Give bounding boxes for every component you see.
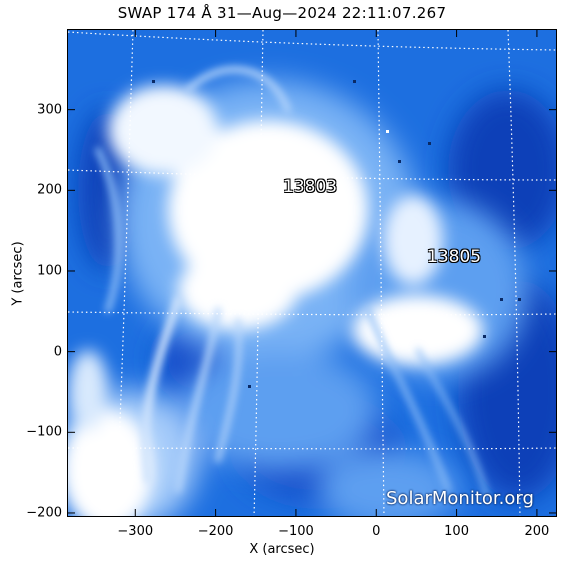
y-tick-label: −100 xyxy=(26,424,62,440)
x-tick-label: −300 xyxy=(117,524,154,539)
x-tick-label: −100 xyxy=(278,524,314,539)
active-region-label-13805: 13805 xyxy=(427,247,482,267)
y-tick-label: 0 xyxy=(53,344,62,360)
heliographic-grid xyxy=(68,30,556,516)
euv-image xyxy=(68,30,556,516)
y-tick-label: −200 xyxy=(26,505,62,521)
y-tick-label: 300 xyxy=(37,102,62,118)
y-axis-label: Y (arcsec) xyxy=(10,241,26,306)
x-tick-label: 0 xyxy=(372,524,381,539)
active-region-label-13803: 13803 xyxy=(283,177,338,197)
bright-emission xyxy=(68,85,483,516)
x-tick-label: −200 xyxy=(197,524,234,539)
x-tick-label: 100 xyxy=(444,524,469,539)
x-tick-label: 200 xyxy=(524,524,550,539)
y-tick-label: 100 xyxy=(37,263,62,279)
y-tick-label: 200 xyxy=(37,182,62,198)
coronal-loops xyxy=(95,66,490,502)
x-axis-label: X (arcsec) xyxy=(249,542,315,557)
pixel-noise xyxy=(152,80,521,388)
watermark-text: SolarMonitor.org xyxy=(386,488,534,509)
solar-image-panel: 13803 13805 xyxy=(67,29,557,517)
image-title: SWAP 174 Å 31—Aug—2024 22:11:07.267 xyxy=(117,4,447,22)
